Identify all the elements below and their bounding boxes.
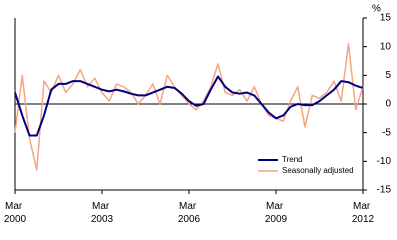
y-tick-label: 5 [385,70,391,81]
x-tick-label: Mar 2009 [265,201,288,225]
series-line [14,43,364,171]
y-tick-label: -10 [377,156,392,167]
y-tick-label: 10 [380,41,392,52]
y-tick-label: 15 [380,13,392,24]
x-tick-label: Mar 2012 [352,201,375,225]
y-tick-label: -5 [382,127,391,138]
y-tick-label: 0 [385,99,391,110]
legend-label: Trend [282,155,303,164]
series-line [14,75,364,137]
y-tick-label: -15 [377,185,392,196]
x-tick-label: Mar 2000 [4,201,27,225]
x-tick-label: Mar 2006 [178,201,201,225]
legend-label: Seasonally adjusted [282,166,354,175]
x-tick-label: Mar 2003 [91,201,114,225]
chart: % -15 -10 -5 0 5 10 15 Mar 2000 Mar 2003 Mar 2006… [4,4,392,225]
y-axis-label: % [372,4,381,15]
